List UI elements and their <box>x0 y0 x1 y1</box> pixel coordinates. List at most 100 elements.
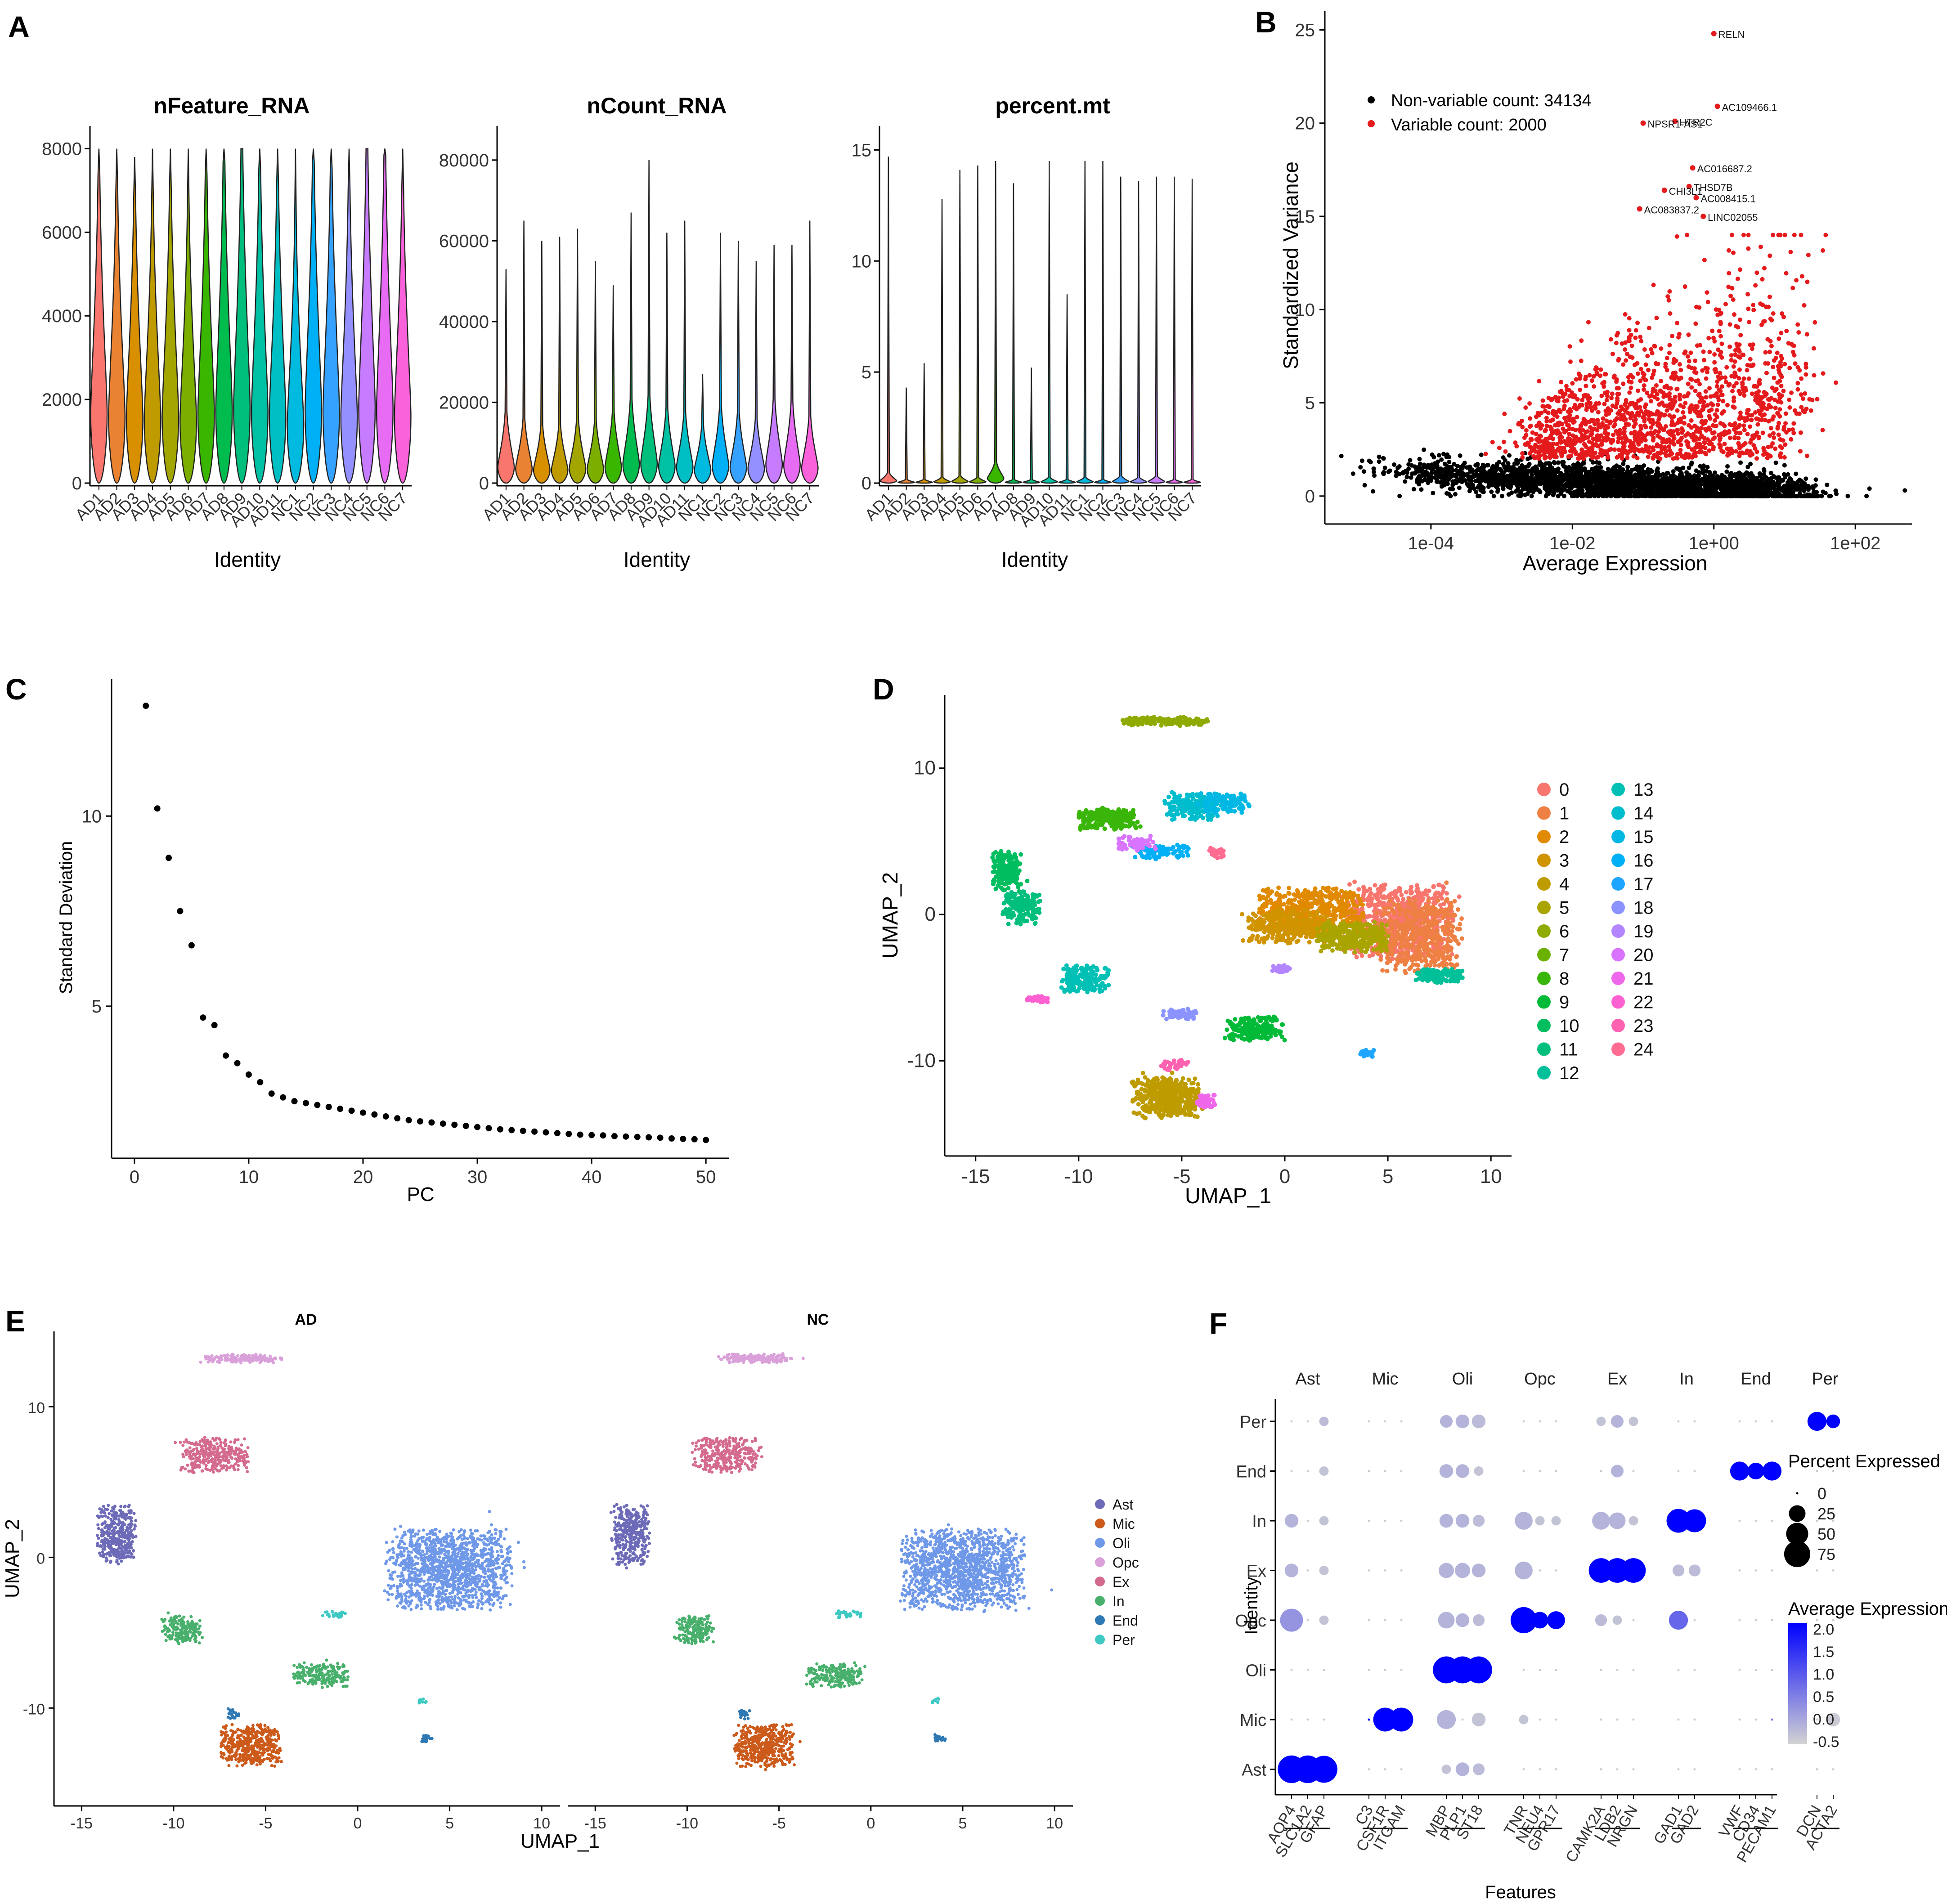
point-variable <box>1664 356 1669 361</box>
point-nonvariable <box>1495 484 1500 489</box>
point-nonvariable <box>1466 484 1471 488</box>
point-variable <box>1646 454 1651 459</box>
point-variable <box>1567 431 1572 436</box>
point-nonvariable <box>1448 493 1453 498</box>
point-variable <box>1669 419 1674 424</box>
point-nonvariable <box>1714 493 1719 498</box>
point-variable <box>1595 417 1600 422</box>
point-labeled <box>1661 187 1667 193</box>
point-nonvariable <box>1594 473 1599 478</box>
point-nonvariable <box>1557 474 1562 479</box>
point-nonvariable <box>1537 481 1542 486</box>
point-variable <box>1732 399 1736 403</box>
x-tick-label: 0 <box>130 1167 139 1187</box>
violin-NC2 <box>1094 161 1112 484</box>
point-variable <box>1637 437 1642 442</box>
point-variable <box>1656 444 1661 448</box>
panel-label-f: F <box>1209 1307 1227 1340</box>
point-variable <box>1649 399 1654 403</box>
point-nonvariable <box>1762 472 1767 477</box>
pc-point <box>154 805 161 812</box>
point-variable <box>1667 453 1672 458</box>
pc-point <box>531 1128 538 1135</box>
pc-point <box>188 942 195 949</box>
point-variable <box>1690 435 1695 439</box>
point-variable <box>1694 305 1699 309</box>
point-variable <box>1778 444 1783 449</box>
point-variable <box>1604 398 1609 403</box>
point-variable <box>1700 407 1705 412</box>
point-variable <box>1566 454 1571 459</box>
point-variable <box>1767 294 1772 299</box>
point-variable <box>1627 449 1632 454</box>
point-nonvariable <box>1564 475 1569 479</box>
point-variable <box>1666 444 1671 449</box>
point-variable <box>1586 320 1591 325</box>
point-variable <box>1490 440 1495 445</box>
point-labeled <box>1714 103 1720 109</box>
point-variable <box>1731 297 1736 302</box>
point-variable <box>1788 250 1793 255</box>
pc-point <box>417 1118 423 1125</box>
point-variable <box>1737 355 1742 360</box>
pc-point <box>588 1132 595 1138</box>
point-nonvariable <box>1488 468 1493 473</box>
pc-point <box>314 1102 321 1108</box>
point-variable <box>1707 448 1712 453</box>
point-variable <box>1770 385 1775 390</box>
point-variable <box>1584 384 1588 389</box>
point-variable <box>1540 404 1545 409</box>
point-variable <box>1702 358 1707 363</box>
point-nonvariable <box>1478 484 1483 488</box>
violin-AD1 <box>879 157 897 484</box>
violin-AD2 <box>897 387 915 484</box>
point-variable <box>1633 421 1638 426</box>
point-variable <box>1665 294 1670 299</box>
point-nonvariable <box>1551 469 1556 474</box>
point-nonvariable <box>1713 470 1718 475</box>
point-variable <box>1579 437 1584 442</box>
point-nonvariable <box>1721 475 1726 480</box>
point-variable <box>1733 352 1738 357</box>
point-variable <box>1704 395 1709 400</box>
point-nonvariable <box>1738 460 1743 465</box>
point-variable <box>1624 358 1628 363</box>
point-variable <box>1650 375 1655 380</box>
point-variable <box>1559 452 1564 457</box>
point-nonvariable <box>1444 491 1449 496</box>
point-variable <box>1675 421 1680 426</box>
point-variable <box>1762 266 1767 271</box>
point-nonvariable <box>1732 485 1737 490</box>
point-variable <box>1503 449 1508 454</box>
point-variable <box>1803 372 1808 377</box>
point-variable <box>1768 454 1773 459</box>
point-variable <box>1678 448 1683 452</box>
point-nonvariable <box>1671 473 1676 478</box>
point-variable <box>1614 379 1619 384</box>
x-tick-label: 1e-04 <box>1408 533 1454 553</box>
point-variable <box>1544 416 1549 421</box>
point-variable <box>1689 425 1694 430</box>
point-variable <box>1802 303 1807 308</box>
point-variable <box>1568 359 1573 364</box>
y-tick-label: 5 <box>861 363 871 382</box>
point-variable <box>1671 414 1676 419</box>
point-variable <box>1704 428 1709 433</box>
point-variable <box>1707 386 1712 391</box>
point-nonvariable <box>1551 486 1556 491</box>
pc-point <box>302 1100 309 1107</box>
point-variable <box>1600 439 1605 444</box>
point-nonvariable <box>1642 463 1646 468</box>
point-nonvariable <box>1693 480 1698 485</box>
point-variable <box>1770 441 1775 446</box>
point-nonvariable <box>1794 471 1799 476</box>
point-variable <box>1670 439 1675 444</box>
point-nonvariable <box>1628 493 1633 498</box>
violin-title: percent.mt <box>995 93 1110 118</box>
point-variable <box>1655 420 1660 425</box>
point-variable <box>1602 449 1606 454</box>
point-variable <box>1783 411 1788 416</box>
point-variable <box>1646 448 1651 453</box>
point-variable <box>1738 333 1743 338</box>
pc-point <box>382 1113 389 1120</box>
